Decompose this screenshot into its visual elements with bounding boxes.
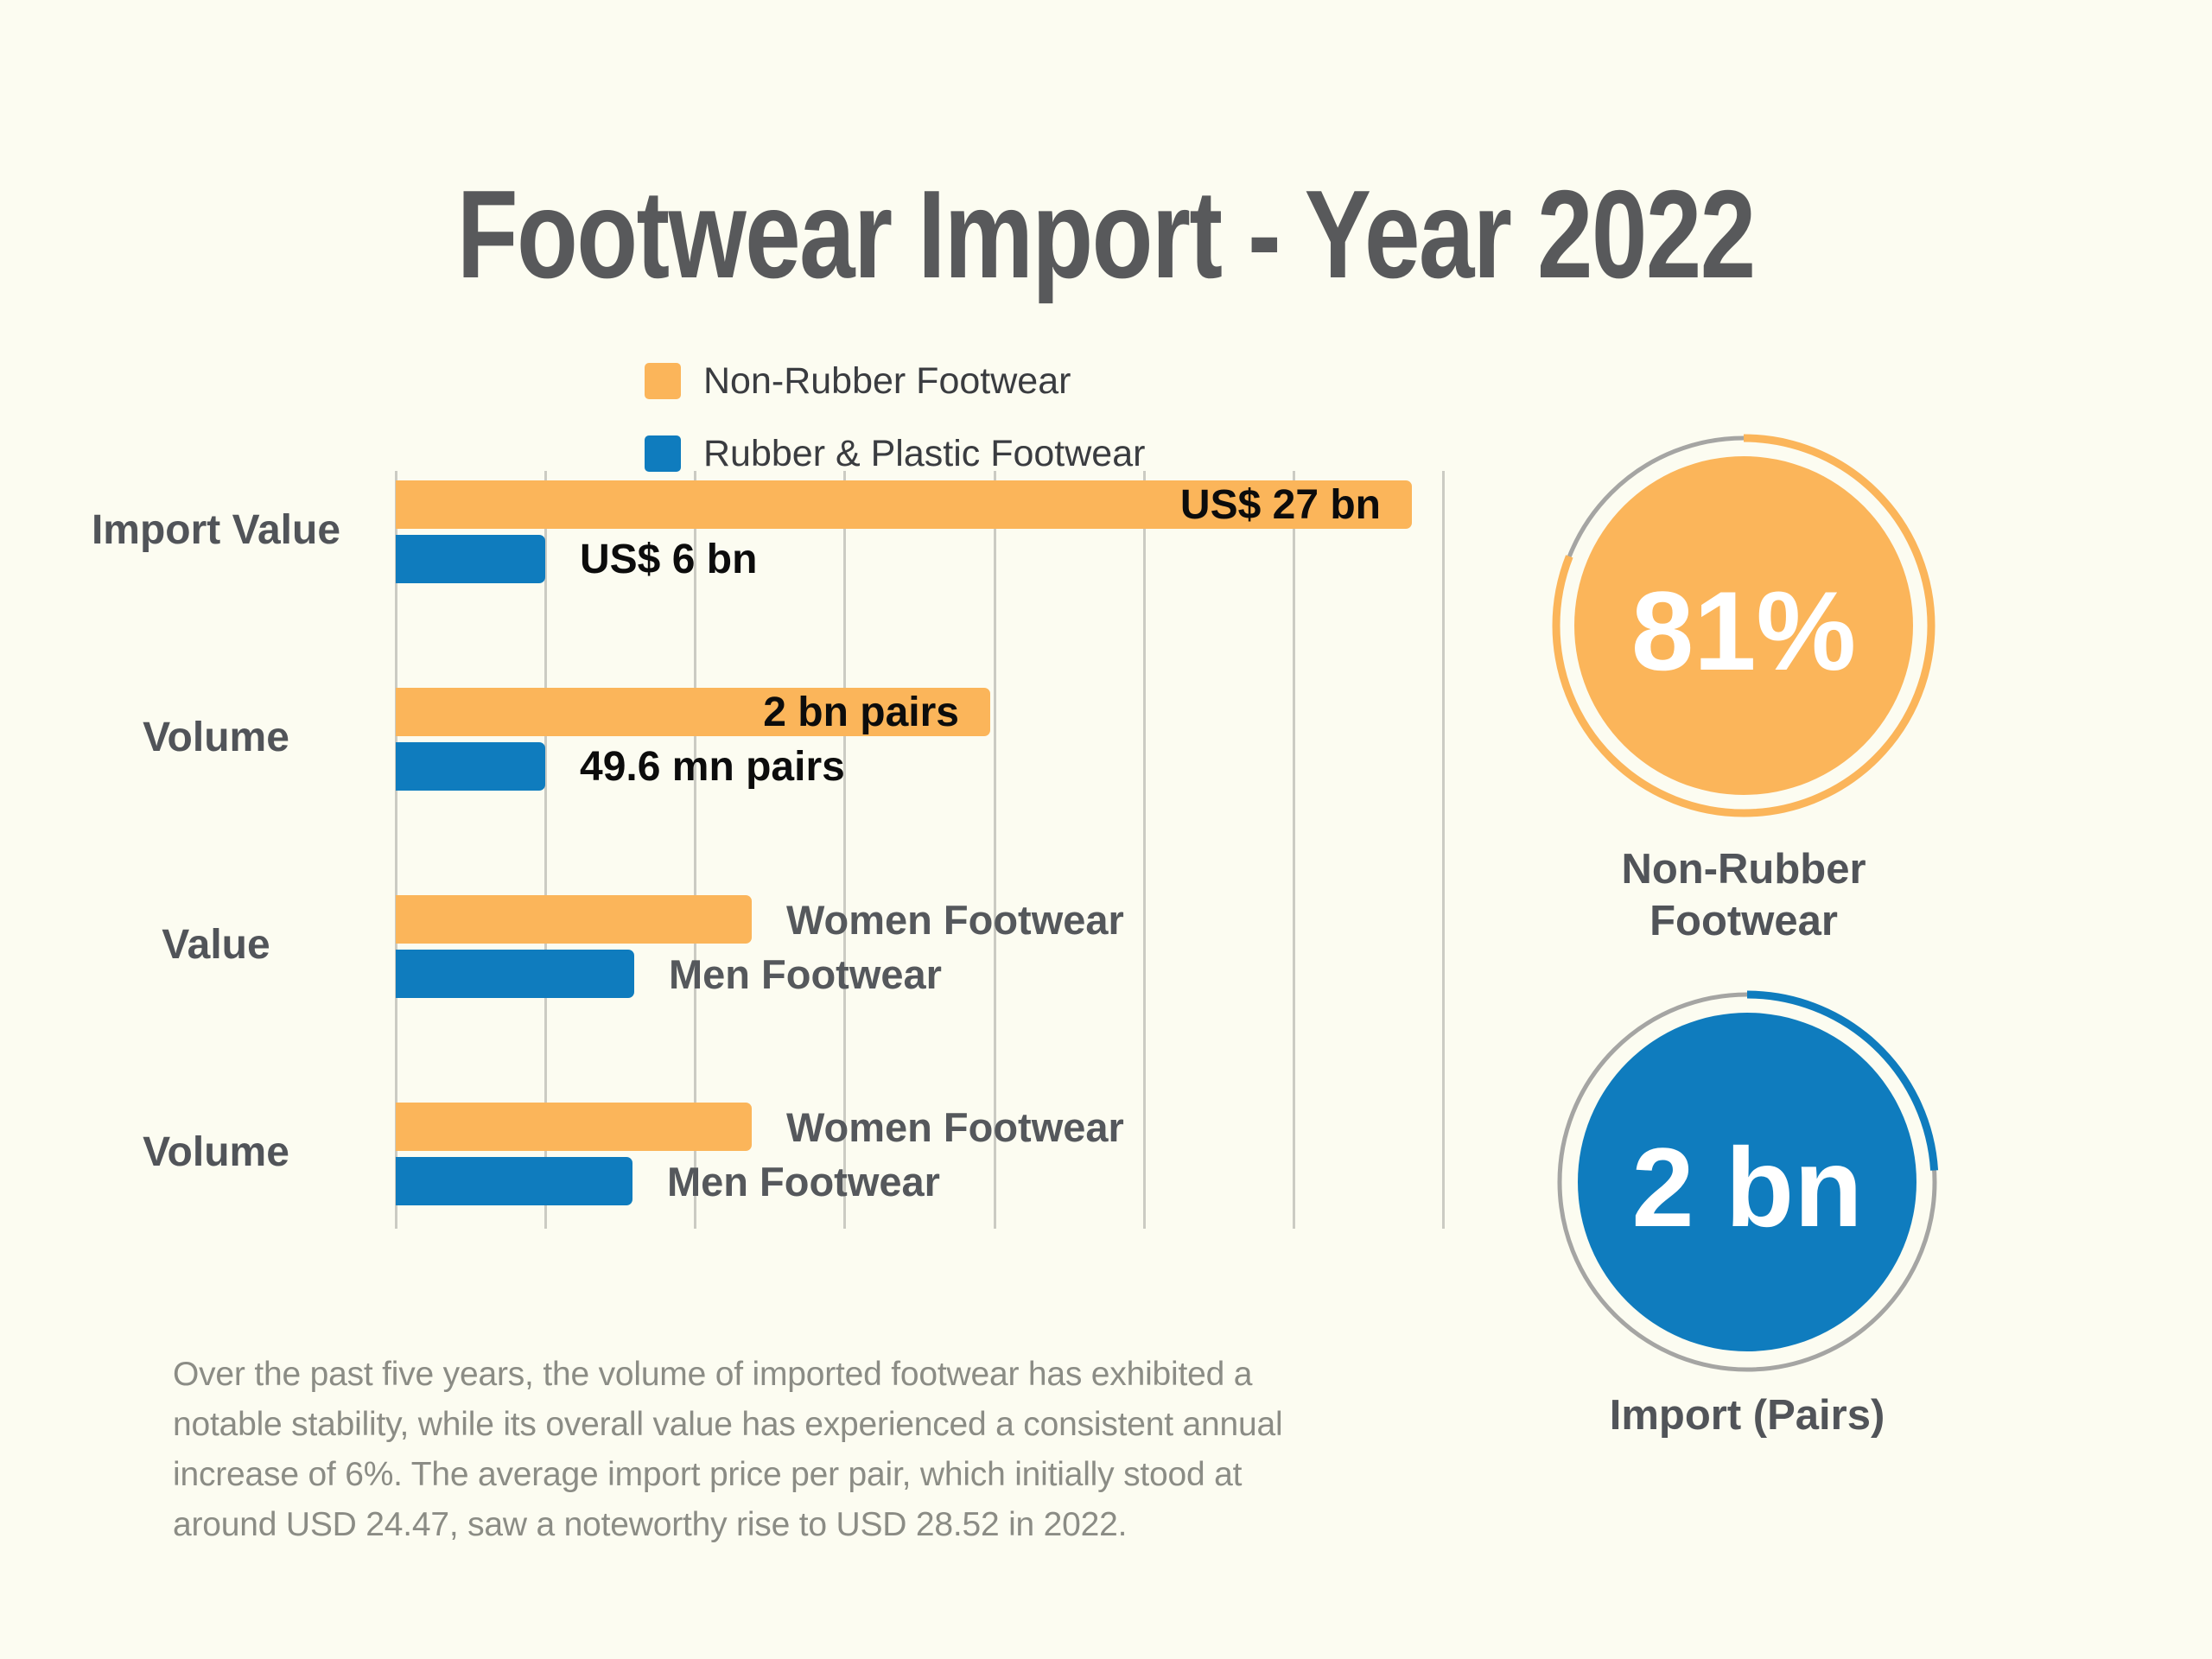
bar-non-rubber-group-0 <box>396 480 1412 529</box>
bar-non-rubber-group-3 <box>396 1103 752 1151</box>
gridline <box>1293 471 1295 1229</box>
legend-swatch-blue-icon <box>645 435 681 472</box>
bar-value-label: Women Footwear <box>786 1103 1124 1150</box>
gridline <box>544 471 547 1229</box>
bar-value-label: US$ 6 bn <box>580 536 758 582</box>
bar-rubber-plastic-group-2 <box>396 950 634 998</box>
bar-rubber-plastic-group-1 <box>396 742 545 791</box>
bar-non-rubber-group-1 <box>396 688 990 736</box>
category-label-value: Value <box>162 922 270 968</box>
gridline <box>694 471 696 1229</box>
legend-item-rubber-plastic: Rubber & Plastic Footwear <box>645 432 1146 474</box>
legend-item-non-rubber: Non-Rubber Footwear <box>645 359 1145 402</box>
chart-legend: Non-Rubber Footwear Rubber & Plastic Foo… <box>645 359 1146 506</box>
paragraph-line: notable stability, while its overall val… <box>173 1406 1283 1443</box>
stat-value-percent: 81% <box>1631 568 1856 694</box>
legend-swatch-orange-icon <box>645 363 681 399</box>
bar-value-label: 2 bn pairs <box>763 689 959 735</box>
bar-value-label: Women Footwear <box>786 896 1124 943</box>
stat-label-line: Non-Rubber <box>1621 846 1866 893</box>
gridline <box>1143 471 1146 1229</box>
gridline <box>1442 471 1445 1229</box>
bar-non-rubber-group-2 <box>396 895 752 944</box>
bar-value-label: Men Footwear <box>669 950 942 997</box>
gridline <box>395 471 397 1229</box>
stat-value-pairs: 2 bn <box>1631 1124 1862 1250</box>
bar-rubber-plastic-group-3 <box>396 1157 632 1205</box>
category-label-import-value: Import Value <box>91 507 341 553</box>
stat-label-line: Footwear <box>1649 898 1838 944</box>
paragraph-line: around USD 24.47, saw a noteworthy rise … <box>173 1506 1128 1543</box>
stat-circle-fill <box>1578 1013 1916 1351</box>
stat-label-line: Import (Pairs) <box>1609 1392 1885 1439</box>
bar-value-label: US$ 27 bn <box>1179 481 1381 528</box>
donut-stat-non-rubber: 81% <box>1552 434 1936 817</box>
stat-label-import-pairs: Import (Pairs) <box>1548 1389 1946 1441</box>
bar-value-label: Men Footwear <box>667 1158 940 1205</box>
legend-label: Rubber & Plastic Footwear <box>703 432 1146 474</box>
legend-label: Non-Rubber Footwear <box>703 359 1071 402</box>
bar-value-label: 49.6 mn pairs <box>580 743 845 790</box>
stat-label-non-rubber: Non-Rubber Footwear <box>1545 843 1942 947</box>
paragraph-line: increase of 6%. The average import price… <box>173 1456 1243 1493</box>
summary-paragraph: Over the past five years, the volume of … <box>173 1350 1283 1550</box>
category-label-volume: Volume <box>143 715 289 760</box>
bar-rubber-plastic-group-0 <box>396 535 545 583</box>
page-title: Footwear Import - Year 2022 <box>0 162 2212 307</box>
paragraph-line: Over the past five years, the volume of … <box>173 1356 1253 1393</box>
category-label-volume-2: Volume <box>143 1129 289 1175</box>
gridline <box>843 471 846 1229</box>
page-title-text: Footwear Import - Year 2022 <box>457 164 1757 304</box>
donut-stat-import-pairs: 2 bn <box>1555 990 1939 1374</box>
ring-progress-arc <box>1552 434 1936 817</box>
ring-progress-arc <box>1555 990 1939 1374</box>
gridline <box>994 471 996 1229</box>
bar-chart-plot-area: US$ 27 bn US$ 6 bn 2 bn pairs 49.6 mn pairs… <box>395 471 1445 1229</box>
stat-circle-fill <box>1574 456 1913 795</box>
